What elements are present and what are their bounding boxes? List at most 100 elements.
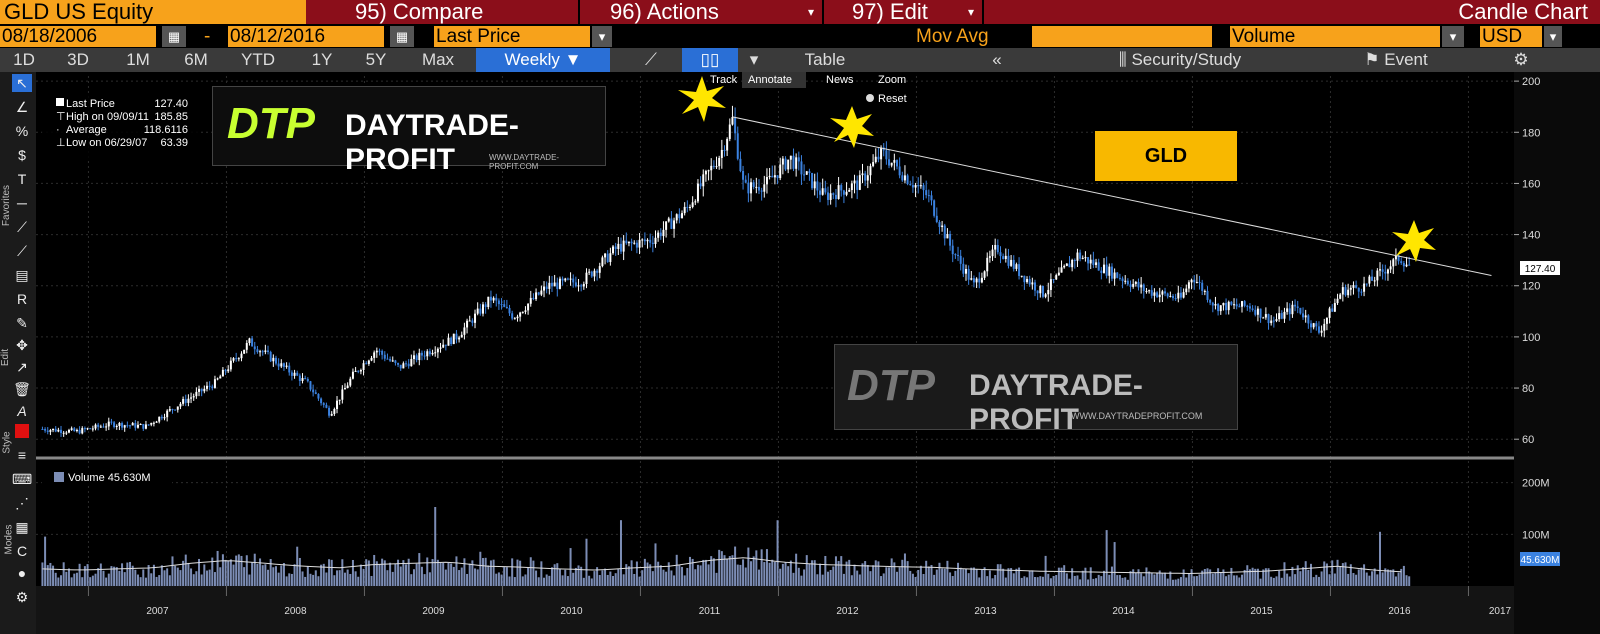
candle-body bbox=[1158, 294, 1161, 298]
text-tool-icon[interactable]: T bbox=[17, 171, 27, 187]
dollar-icon[interactable]: $ bbox=[18, 147, 26, 163]
period-6m[interactable]: 6M bbox=[184, 50, 208, 69]
volume-bar bbox=[909, 570, 912, 586]
period-ytd[interactable]: YTD bbox=[241, 50, 275, 69]
candle-body bbox=[126, 425, 129, 427]
volume-dropdown-icon[interactable]: ▾ bbox=[1442, 26, 1464, 47]
candle-body bbox=[497, 300, 500, 305]
line-chart-icon[interactable]: ⟋ bbox=[645, 50, 657, 69]
candle-body bbox=[452, 333, 455, 345]
settings-icon[interactable]: ⚙ bbox=[1513, 50, 1529, 69]
palette-icon[interactable]: ● bbox=[17, 565, 27, 581]
price-field-dropdown-icon[interactable]: ▾ bbox=[592, 26, 612, 47]
ticker-field[interactable]: GLD US Equity bbox=[0, 0, 306, 24]
trend-line-icon[interactable]: ⟋ bbox=[17, 219, 27, 235]
frequency-select[interactable]: Weekly ▼ bbox=[476, 48, 610, 72]
mov-avg-label[interactable]: Mov Avg bbox=[916, 26, 989, 47]
start-calendar-icon[interactable]: ▦ bbox=[162, 26, 186, 47]
draw-line-icon[interactable]: ∠ bbox=[15, 99, 29, 115]
period-3d[interactable]: 3D bbox=[67, 50, 89, 69]
cursor-icon[interactable]: ↖ bbox=[12, 74, 32, 92]
candle-body bbox=[269, 351, 272, 362]
grid-icon[interactable]: ▦ bbox=[15, 519, 29, 535]
volume-bar bbox=[593, 571, 596, 586]
pen-icon[interactable]: ✎ bbox=[16, 315, 28, 331]
year-tick-label: 2008 bbox=[284, 606, 307, 617]
candle-body bbox=[468, 320, 471, 322]
volume-bar bbox=[519, 560, 522, 586]
edit-menu[interactable]: 97) Edit bbox=[852, 0, 928, 24]
volume-bar bbox=[1116, 575, 1119, 586]
volume-bar bbox=[1270, 576, 1273, 586]
percent-icon[interactable]: % bbox=[15, 123, 29, 139]
select-icon[interactable]: ↗ bbox=[16, 359, 28, 375]
volume-bar bbox=[338, 570, 341, 586]
candle-chart-icon[interactable]: ▯▯ bbox=[682, 48, 738, 72]
retracement-icon[interactable]: R bbox=[16, 291, 28, 307]
year-tick-label: 2010 bbox=[560, 606, 583, 617]
currency-dropdown-icon[interactable]: ▾ bbox=[1544, 26, 1562, 47]
dotted-line-icon[interactable]: ⋰ bbox=[15, 495, 29, 511]
candle-chart[interactable]: 60 80 100 120 140 160 180 200 200M 100M 2007 2008… bbox=[36, 72, 1600, 634]
period-1y[interactable]: 1Y bbox=[311, 50, 333, 69]
actions-dropdown-icon[interactable]: ▾ bbox=[808, 5, 815, 19]
volume-bar bbox=[1171, 579, 1174, 586]
event-button[interactable]: ⚑ Event bbox=[1346, 48, 1446, 72]
volume-bar bbox=[1363, 564, 1366, 586]
move-icon[interactable]: ✥ bbox=[16, 337, 28, 353]
collapse-icon[interactable]: « bbox=[992, 50, 1002, 69]
volume-bar bbox=[375, 561, 378, 586]
end-date-field[interactable]: 08/12/2016 bbox=[228, 26, 384, 47]
volume-bar bbox=[516, 559, 519, 586]
candle-body bbox=[54, 428, 57, 432]
keyboard-icon[interactable]: ⌨ bbox=[12, 471, 33, 487]
color-swatch[interactable] bbox=[15, 424, 29, 438]
end-calendar-icon[interactable]: ▦ bbox=[390, 26, 414, 47]
volume-bar bbox=[1227, 574, 1230, 586]
candle-body bbox=[1052, 279, 1055, 281]
refresh-icon[interactable]: C bbox=[16, 543, 28, 559]
candle-body bbox=[1309, 323, 1312, 328]
line-weight-icon[interactable]: ≡ bbox=[17, 447, 27, 463]
price-field-select[interactable]: Last Price bbox=[434, 26, 590, 47]
candle-body bbox=[1288, 308, 1291, 315]
volume-bar bbox=[1373, 568, 1376, 586]
candle-body bbox=[1105, 264, 1108, 276]
candle-body bbox=[317, 393, 320, 399]
candle-body bbox=[97, 424, 100, 427]
table-tab[interactable]: Table bbox=[804, 50, 846, 69]
ray-icon[interactable]: ⟋ bbox=[17, 243, 27, 259]
start-date-field[interactable]: 08/18/2006 bbox=[0, 26, 156, 47]
edit-dropdown-icon[interactable]: ▾ bbox=[968, 5, 975, 19]
gear-icon[interactable]: ⚙ bbox=[15, 589, 29, 605]
font-icon[interactable]: A bbox=[17, 403, 27, 419]
candle-body bbox=[681, 213, 684, 219]
security-study-button[interactable]: ⫼ Security/Study bbox=[1080, 48, 1280, 72]
candle-body bbox=[572, 278, 575, 283]
mov-avg-field[interactable] bbox=[1032, 26, 1212, 47]
volume-bar bbox=[1341, 563, 1344, 586]
compare-menu[interactable]: 95) Compare bbox=[355, 0, 484, 24]
period-max[interactable]: Max bbox=[421, 50, 455, 69]
volume-bar bbox=[1121, 577, 1124, 586]
candle-body bbox=[903, 175, 906, 181]
actions-menu[interactable]: 96) Actions bbox=[610, 0, 719, 24]
period-1d[interactable]: 1D bbox=[13, 50, 35, 69]
volume-bar bbox=[1376, 574, 1379, 586]
candle-body bbox=[298, 375, 301, 381]
chart-style-dropdown-icon[interactable]: ▾ bbox=[749, 50, 759, 69]
period-1m[interactable]: 1M bbox=[126, 50, 150, 69]
volume-field-select[interactable]: Volume bbox=[1230, 26, 1440, 47]
volume-bar bbox=[280, 565, 283, 586]
candle-body bbox=[967, 269, 970, 280]
channel-icon[interactable]: ▤ bbox=[15, 267, 29, 283]
currency-select[interactable]: USD bbox=[1480, 26, 1542, 47]
horizontal-line-icon[interactable]: ─ bbox=[17, 195, 27, 211]
volume-bar bbox=[1331, 560, 1334, 586]
volume-bar bbox=[333, 575, 336, 586]
candle-body bbox=[1002, 256, 1005, 260]
volume-bar bbox=[996, 564, 999, 586]
trash-icon[interactable]: 🗑 bbox=[13, 381, 31, 397]
period-5y[interactable]: 5Y bbox=[365, 50, 387, 69]
volume-bar bbox=[1259, 578, 1262, 586]
